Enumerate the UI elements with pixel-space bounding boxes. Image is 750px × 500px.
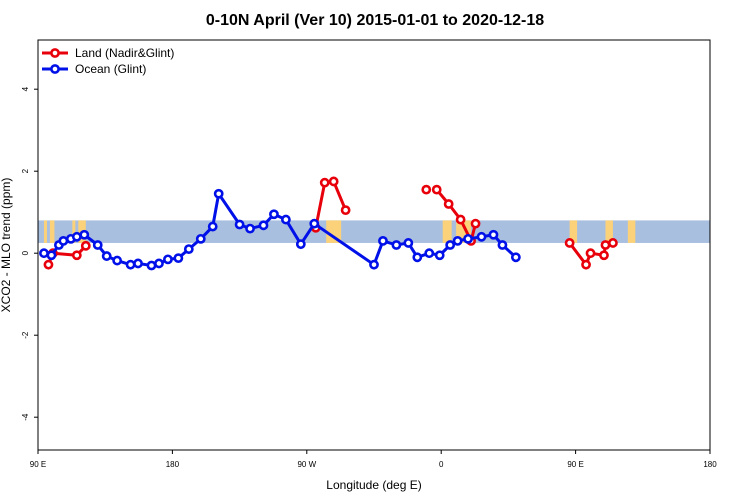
data-point xyxy=(154,258,164,269)
data-point xyxy=(295,239,306,250)
data-point xyxy=(443,199,454,209)
data-point xyxy=(581,259,591,270)
data-point xyxy=(213,188,224,199)
x-tick-label: 0 xyxy=(439,460,444,469)
data-point xyxy=(510,252,521,263)
data-point xyxy=(163,254,173,265)
data-point xyxy=(173,253,184,264)
data-point xyxy=(71,231,82,242)
data-point xyxy=(431,184,442,195)
legend: Land (Nadir&Glint) Ocean (Glint) xyxy=(42,46,174,76)
data-point xyxy=(599,250,609,261)
land-segment xyxy=(569,220,578,243)
x-axis: 90 E 180 90 W 0 90 E 180 xyxy=(30,450,717,469)
data-point xyxy=(455,214,466,225)
data-point xyxy=(497,240,508,250)
x-axis-label: Longitude (deg E) xyxy=(326,478,421,492)
legend-marker xyxy=(50,64,60,74)
legend-label: Ocean (Glint) xyxy=(75,62,146,76)
land-segment xyxy=(72,220,76,243)
x-tick-label: 90 W xyxy=(297,460,316,469)
y-tick-label: -4 xyxy=(21,413,30,421)
data-point xyxy=(328,176,339,187)
data-point xyxy=(470,218,481,229)
series-land xyxy=(43,176,618,270)
data-point xyxy=(39,248,49,259)
data-point xyxy=(403,238,414,248)
data-point xyxy=(378,235,388,246)
land-segment xyxy=(627,220,636,243)
land-mask-band xyxy=(38,220,710,243)
land-segment xyxy=(605,220,613,243)
data-point xyxy=(391,240,402,250)
data-point xyxy=(101,251,112,261)
data-point xyxy=(80,240,91,251)
data-point xyxy=(488,229,499,240)
y-tick-label: 2 xyxy=(21,168,30,173)
data-point xyxy=(112,255,123,266)
land-segment xyxy=(49,220,55,243)
data-point xyxy=(46,250,57,261)
data-point xyxy=(280,214,291,225)
data-point xyxy=(245,223,255,234)
data-point xyxy=(476,231,487,242)
data-point xyxy=(421,184,432,195)
data-point xyxy=(600,240,611,250)
data-point xyxy=(340,205,351,216)
y-axis: -4 -2 0 2 4 xyxy=(21,86,38,421)
land-segment xyxy=(43,220,47,243)
chart-title: 0-10N April (Ver 10) 2015-01-01 to 2020-… xyxy=(206,12,544,29)
data-point xyxy=(309,218,320,229)
data-point xyxy=(183,244,194,254)
data-point xyxy=(269,209,279,220)
plot-frame xyxy=(37,39,711,451)
data-point xyxy=(608,238,618,248)
y-axis-label: XCO2 - MLO trend (ppm) xyxy=(0,178,13,313)
x-tick-label: 180 xyxy=(166,460,180,469)
data-point xyxy=(133,258,143,269)
data-point xyxy=(463,233,473,244)
data-point xyxy=(452,235,463,246)
data-point xyxy=(319,177,330,188)
data-point xyxy=(369,259,379,270)
data-point xyxy=(434,250,445,261)
x-tick-label: 180 xyxy=(703,460,717,469)
data-point xyxy=(564,238,575,248)
legend-marker xyxy=(50,48,60,58)
data-point xyxy=(585,248,596,259)
land-segment xyxy=(442,220,452,243)
ocean-band xyxy=(38,220,710,243)
x-tick-label: 90 E xyxy=(30,460,46,469)
data-point xyxy=(92,240,103,250)
x-tick-label: 90 E xyxy=(567,460,583,469)
data-point xyxy=(445,240,456,250)
data-point xyxy=(43,259,54,270)
data-point xyxy=(146,260,157,271)
series-ocean xyxy=(39,188,521,271)
land-segment xyxy=(326,220,342,243)
data-point xyxy=(234,219,245,230)
data-point xyxy=(195,233,206,244)
legend-label: Land (Nadir&Glint) xyxy=(75,46,174,60)
data-point xyxy=(79,229,90,240)
y-tick-label: -2 xyxy=(21,331,30,339)
data-point xyxy=(412,252,423,263)
y-tick-label: 0 xyxy=(21,250,30,255)
data-point xyxy=(424,248,435,259)
series-layer xyxy=(39,176,618,271)
data-point xyxy=(125,259,136,270)
data-point xyxy=(71,250,82,261)
data-point xyxy=(207,221,218,232)
data-point xyxy=(58,235,69,246)
y-tick-label: 4 xyxy=(21,86,30,91)
data-point xyxy=(258,220,269,231)
